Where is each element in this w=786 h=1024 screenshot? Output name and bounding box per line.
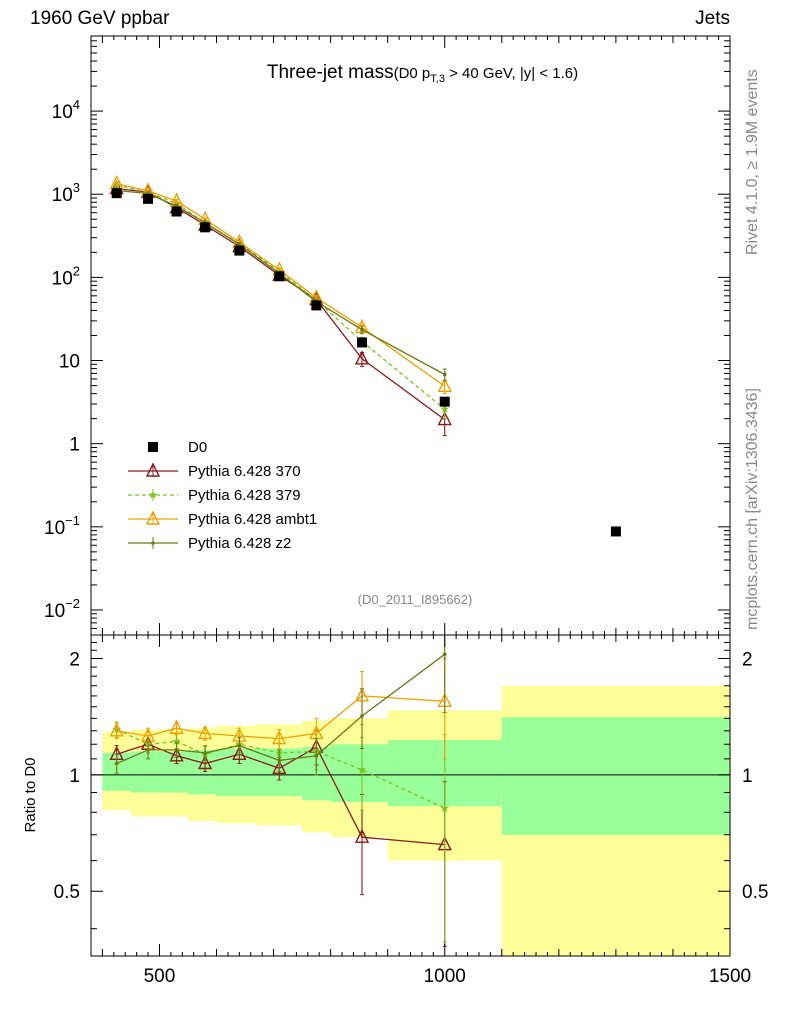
series-line-pythia-6-428-379	[116, 184, 446, 410]
data-point-dot	[314, 754, 319, 758]
data-point-square	[148, 442, 158, 452]
data-point-triangle	[145, 510, 161, 525]
ratio-y-tick-label-left: 0.5	[54, 882, 80, 903]
data-point-square	[357, 337, 368, 348]
legend-label: Pythia 6.428 370	[188, 463, 301, 480]
ratio-y-tick-label-right: 2	[742, 649, 753, 670]
data-point-dot	[360, 714, 364, 718]
series-line-pythia-6-428-ambt1	[116, 183, 446, 387]
data-point-dot	[114, 761, 119, 766]
legend-label: Pythia 6.428 379	[188, 487, 301, 504]
ratio-y-tick-label-left: 2	[69, 649, 80, 670]
data-point-triangle	[354, 828, 370, 843]
data-point-dot	[237, 242, 242, 247]
ratio-uncertainty-bands	[91, 685, 730, 956]
ratio-plot-area	[109, 634, 452, 947]
y-tick-label: 104	[52, 97, 80, 123]
green-band-bin	[501, 717, 730, 835]
plot-frames: 500 1000 1500 10−2 10−1 1 10 102 103 104 0.5 0.5 1 1 2…	[44, 35, 768, 987]
data-point-star	[148, 490, 158, 499]
data-point-dot	[146, 748, 150, 752]
green-band-bin	[187, 749, 217, 795]
series-line-pythia-6-428-379	[116, 728, 445, 809]
legend-label: Pythia 6.428 ambt1	[188, 511, 317, 528]
data-point-triangle	[354, 350, 370, 365]
data-point-square	[311, 300, 322, 311]
x-tick-label: 500	[144, 966, 176, 987]
y-tick-label: 10	[59, 352, 80, 373]
green-band-bin	[330, 744, 388, 803]
data-point-triangle	[197, 724, 213, 740]
data-point-triangle	[437, 377, 452, 392]
chart-title: Three-jet mass(D0 pT,3 > 40 GeV, |y| < 1…	[0, 62, 786, 85]
legend: D0 Pythia 6.428 370 Pythia 6.428 379 Pythia…	[128, 439, 317, 552]
data-point-square	[439, 396, 450, 407]
analysis-id-watermark: (D0_2011_I895662)	[358, 592, 473, 607]
series-line-pythia-6-428-z2	[116, 189, 446, 376]
main-plot-area	[109, 175, 621, 537]
data-point-square	[143, 193, 154, 204]
data-point-star	[172, 736, 181, 746]
data-point-square	[171, 206, 182, 217]
y-tick-label: 10−2	[44, 596, 80, 622]
data-point-square	[234, 245, 245, 256]
ratio-y-tick-label-right: 0.5	[742, 882, 768, 903]
data-point-star	[440, 803, 450, 812]
data-point-star	[440, 404, 450, 413]
ratio-y-tick-label-right: 1	[742, 766, 753, 787]
y-tick-label: 103	[52, 180, 80, 206]
data-point-square	[200, 222, 211, 233]
data-point-triangle	[437, 410, 452, 426]
data-point-triangle	[197, 754, 213, 770]
data-point-dot	[360, 327, 364, 332]
chart-title-main: Three-jet mass	[266, 62, 394, 83]
data-point-dot	[442, 372, 447, 377]
data-point-dot	[174, 748, 179, 752]
data-point-triangle	[109, 722, 124, 737]
data-point-triangle	[232, 745, 247, 761]
x-tick-label: 1500	[709, 966, 751, 987]
data-point-triangle	[169, 719, 184, 734]
data-point-triangle	[169, 747, 184, 762]
data-point-dot	[151, 541, 155, 545]
data-point-square	[274, 271, 285, 282]
data-point-dot	[203, 751, 207, 755]
y-tick-label: 1	[69, 435, 80, 456]
data-point-dot	[237, 743, 242, 748]
legend-label: Pythia 6.428 z2	[188, 535, 291, 552]
chart-title-cut: (D0 pT,3 > 40 GeV, |y| < 1.6)	[393, 65, 579, 85]
data-point-triangle	[145, 462, 161, 477]
legend-label: D0	[188, 439, 207, 456]
green-band-bin	[130, 751, 160, 793]
data-point-triangle	[272, 759, 287, 774]
header-right: Jets	[695, 8, 730, 29]
data-point-triangle	[272, 730, 287, 745]
y-tick-label: 10−1	[44, 513, 80, 539]
data-point-dot	[277, 758, 282, 763]
data-point-square	[610, 526, 621, 537]
y-tick-label: 102	[52, 263, 80, 289]
data-point-square	[111, 188, 122, 199]
data-point-star	[357, 765, 367, 774]
x-tick-label: 1000	[424, 966, 466, 987]
green-band-bin	[216, 748, 257, 797]
header-left: 1960 GeV ppbar	[30, 8, 170, 29]
ratio-y-axis-label: Ratio to D0	[22, 757, 39, 832]
series-line-pythia-6-428-370	[116, 187, 446, 421]
data-point-dot	[442, 652, 447, 657]
ratio-y-tick-label-left: 1	[69, 766, 80, 787]
main-frame	[90, 35, 731, 636]
